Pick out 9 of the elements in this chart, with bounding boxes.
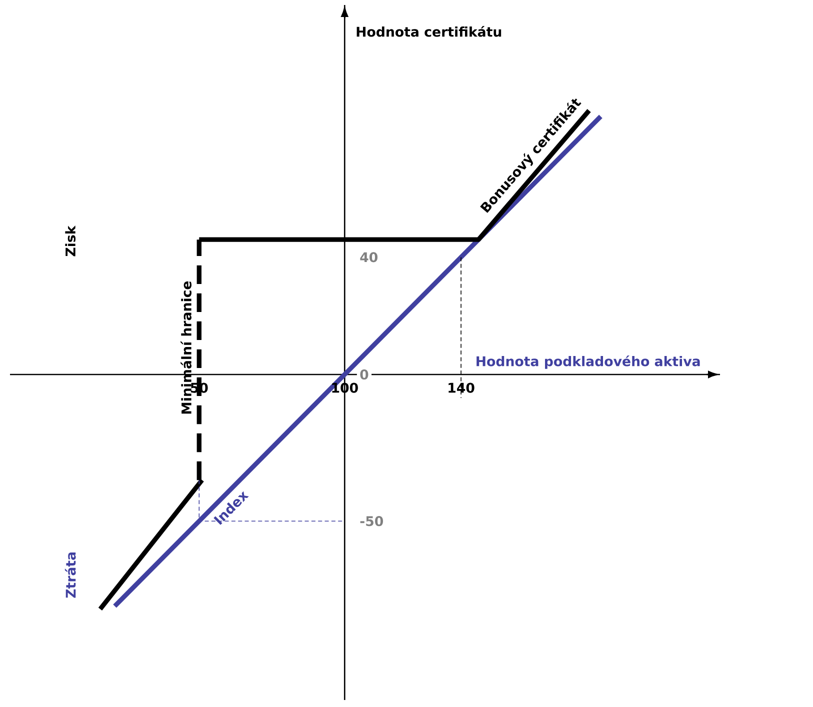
x-tick-label: 140 xyxy=(448,382,474,393)
annotation: Zisk xyxy=(65,226,76,256)
x-axis-title: Hodnota podkladového aktiva xyxy=(476,355,700,369)
y-tick-label: 0 xyxy=(360,369,368,380)
text: Minimální hranice xyxy=(180,281,192,414)
y-axis-title: Hodnota certifikátu xyxy=(356,26,502,37)
y-tick-label: -50 xyxy=(360,516,384,526)
annotation: Ztráta xyxy=(64,552,76,598)
y-tick-label: 40 xyxy=(360,252,378,262)
